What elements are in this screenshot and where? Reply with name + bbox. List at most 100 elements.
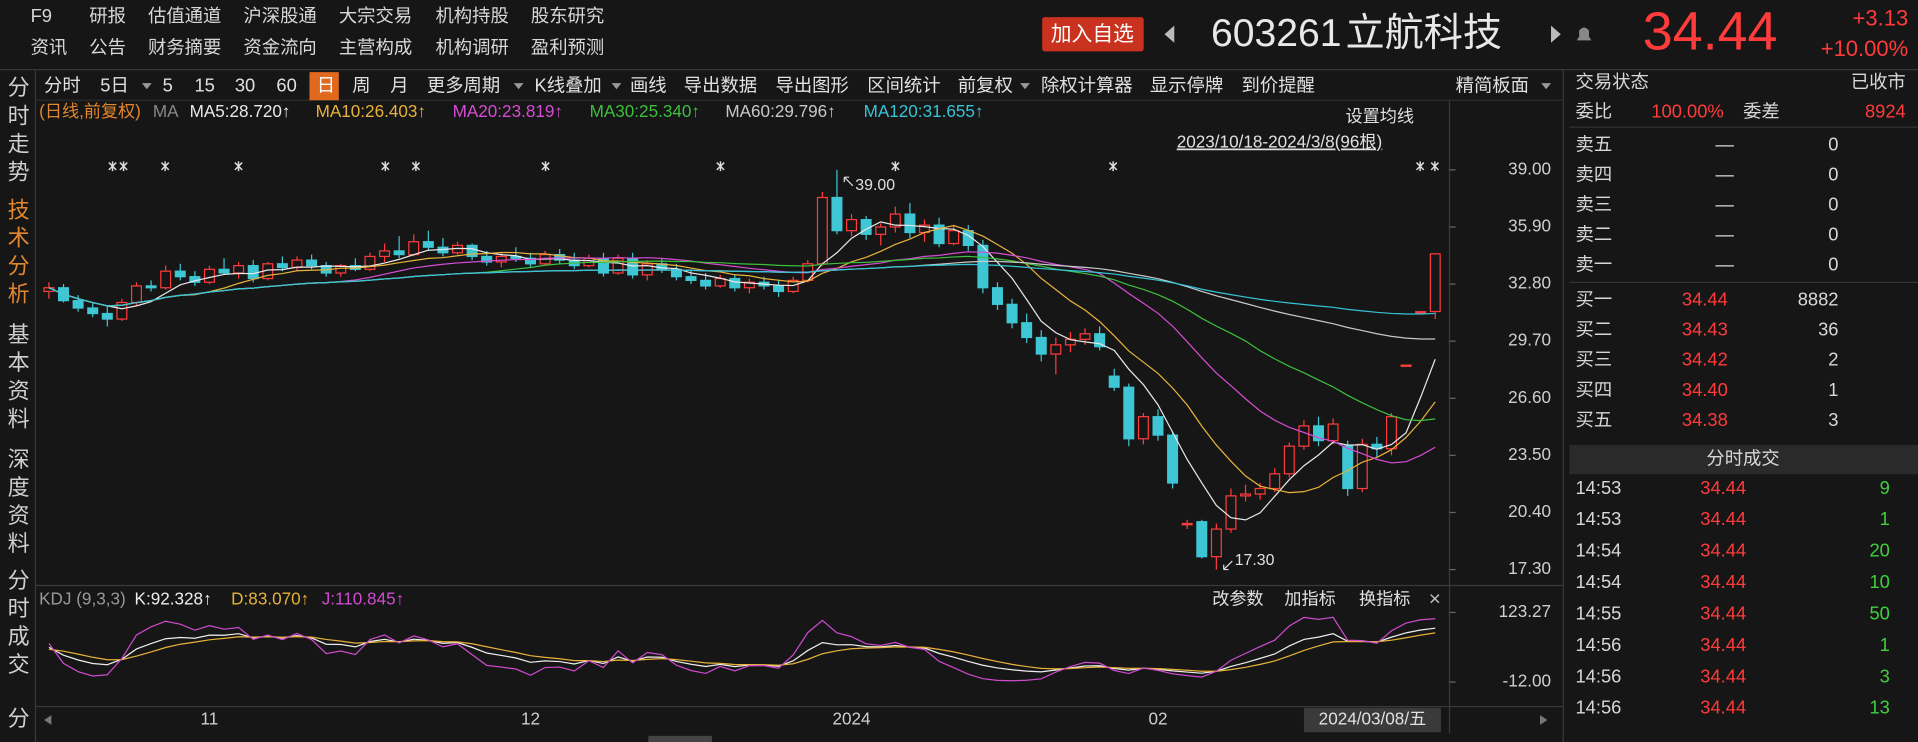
toolbar-item[interactable]: 除权计算器 xyxy=(1041,75,1133,96)
toolbar-item[interactable]: 5 xyxy=(163,75,173,96)
side-tab[interactable]: 技术分析 xyxy=(5,198,30,310)
toolbar-item[interactable]: 5日 xyxy=(100,75,129,96)
candle-body xyxy=(1415,311,1427,314)
trade-volume: 1 xyxy=(1880,508,1890,529)
candle-body xyxy=(233,265,245,274)
high-arrow xyxy=(843,176,854,187)
menu-item[interactable]: 公告 xyxy=(89,37,126,58)
x-tick-label: 11 xyxy=(201,710,219,729)
candle-body xyxy=(1094,333,1106,348)
side-tab[interactable]: 基本资料 xyxy=(5,323,30,435)
watch-button-bg[interactable] xyxy=(1042,17,1144,52)
scrollbar[interactable] xyxy=(648,735,712,742)
close-indicator[interactable]: × xyxy=(1429,588,1441,611)
candle-body xyxy=(554,253,566,261)
next-arrow[interactable] xyxy=(1551,25,1561,43)
toolbar-item[interactable]: 周 xyxy=(352,75,370,96)
ma-settings[interactable]: 设置均线 xyxy=(1346,107,1414,126)
toolbar-item[interactable]: K线叠加 xyxy=(535,75,602,96)
x-tick-label: 2024 xyxy=(833,710,872,729)
menu-item[interactable]: 主营构成 xyxy=(339,37,412,58)
toolbar-item[interactable]: 60 xyxy=(276,75,296,96)
candle-body xyxy=(1050,344,1062,355)
stock-name: 立航科技 xyxy=(1346,12,1503,55)
candle-body xyxy=(641,263,653,276)
trade-volume: 1 xyxy=(1880,634,1890,655)
high-label: 39.00 xyxy=(855,177,895,194)
toolbar-item[interactable]: 到价提醒 xyxy=(1242,75,1315,96)
layout-button[interactable]: 精简板面 xyxy=(1456,75,1529,96)
dropdown xyxy=(611,83,622,90)
event-marker xyxy=(119,161,128,172)
cursor-date: 2024/03/08/五 xyxy=(1319,710,1427,729)
menu-item[interactable]: 估值通道 xyxy=(148,5,221,26)
trade-volume: 3 xyxy=(1880,665,1890,686)
toolbar-item[interactable]: 区间统计 xyxy=(867,75,940,96)
candle-body xyxy=(174,270,186,278)
menu-item[interactable]: 大宗交易 xyxy=(339,5,412,26)
bid-price: 34.38 xyxy=(1682,409,1728,430)
bid-label: 买五 xyxy=(1576,409,1613,430)
candle-body xyxy=(1240,493,1252,497)
side-tab[interactable]: 分 xyxy=(5,707,30,735)
menu-item[interactable]: 资讯 xyxy=(31,37,68,58)
candle-body xyxy=(422,241,434,248)
toolbar-item[interactable]: 30 xyxy=(235,75,255,96)
watch-button[interactable]: 加入自选 xyxy=(1051,23,1134,46)
menu-item[interactable]: 研报 xyxy=(89,5,126,26)
side-tab[interactable]: 分时走势 xyxy=(5,76,30,188)
candle-body xyxy=(1021,322,1033,339)
menu-item[interactable]: 机构调研 xyxy=(435,37,508,58)
ma-line xyxy=(48,263,1436,315)
candle-body xyxy=(612,257,624,274)
ask-volume: 0 xyxy=(1828,224,1838,245)
toolbar-item[interactable]: 更多周期 xyxy=(427,75,500,96)
trade-time: 14:54 xyxy=(1576,540,1622,561)
toolbar-item[interactable]: 画线 xyxy=(630,75,667,96)
trade-time: 14:53 xyxy=(1576,508,1622,529)
ask-label: 卖三 xyxy=(1576,193,1613,214)
candle-body xyxy=(1313,425,1325,442)
candle-body xyxy=(1137,416,1149,440)
toolbar-item[interactable]: 月 xyxy=(390,75,408,96)
toolbar-item[interactable]: 日 xyxy=(317,75,335,96)
menu-item[interactable]: 机构持股 xyxy=(435,5,508,26)
toolbar-item[interactable]: 显示停牌 xyxy=(1150,75,1223,96)
menu-item[interactable]: F9 xyxy=(31,5,52,26)
candle-body xyxy=(831,196,843,232)
toolbar-item[interactable]: 导出数据 xyxy=(684,75,757,96)
candle-body xyxy=(291,259,303,269)
candle-body xyxy=(145,285,157,289)
candle-body xyxy=(904,213,916,234)
price-change-pct: +10.00% xyxy=(1821,36,1908,61)
menu-item[interactable]: 股东研究 xyxy=(531,5,604,26)
price-change: +3.13 xyxy=(1853,5,1909,30)
scroll-right[interactable] xyxy=(1540,715,1548,725)
side-tab[interactable]: 分时成交 xyxy=(5,568,30,680)
toolbar-item[interactable]: 15 xyxy=(194,75,214,96)
indicator-button[interactable]: 加指标 xyxy=(1284,590,1335,609)
candle-body xyxy=(1210,528,1222,558)
indicator-button[interactable]: 换指标 xyxy=(1359,590,1410,609)
toolbar-item[interactable]: 前复权 xyxy=(958,75,1013,96)
menu-item[interactable]: 盈利预测 xyxy=(531,37,604,58)
bid-volume: 1 xyxy=(1828,379,1838,400)
menu-item[interactable]: 沪深股通 xyxy=(243,5,316,26)
candle-body xyxy=(1400,364,1412,367)
alert-icon[interactable] xyxy=(1576,27,1592,41)
candle-body xyxy=(466,244,478,258)
prev-arrow[interactable] xyxy=(1164,25,1175,43)
menu-item[interactable]: 财务摘要 xyxy=(148,37,221,58)
candle-body xyxy=(116,301,128,320)
toolbar-item[interactable]: 导出图形 xyxy=(776,75,849,96)
indicator-button[interactable]: 改参数 xyxy=(1212,590,1263,609)
candle-body xyxy=(495,255,507,263)
candle-body xyxy=(481,255,493,263)
candle-body xyxy=(977,244,989,289)
scroll-left[interactable] xyxy=(44,715,52,725)
side-tab[interactable]: 深度资料 xyxy=(5,447,30,559)
toolbar-item[interactable]: 分时 xyxy=(44,75,81,96)
candle-body xyxy=(87,307,99,315)
menu-item[interactable]: 资金流向 xyxy=(243,37,316,58)
